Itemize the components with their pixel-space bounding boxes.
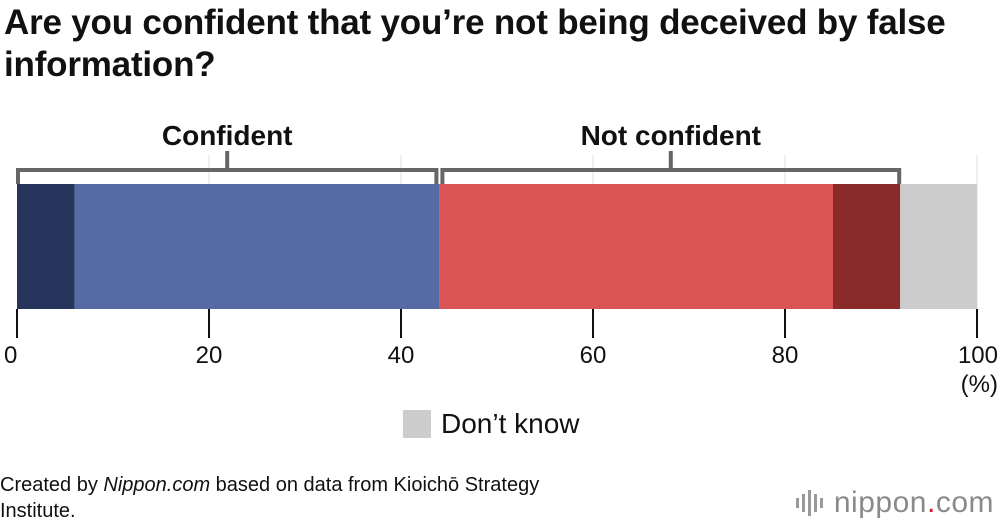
bar-segment-3 [833, 184, 901, 309]
x-tick-label: 0 [4, 342, 17, 369]
legend-swatch-dont-know [403, 410, 431, 438]
bar-segments [17, 184, 977, 309]
bracket-0 [16, 168, 439, 184]
bar-segment-4 [900, 184, 977, 309]
nippon-logo: nippon.com [795, 486, 994, 520]
x-tick-label: 60 [580, 342, 607, 369]
group-label-0: Confident [162, 120, 293, 151]
bar-segment-0 [17, 184, 75, 309]
bar-segment-2 [439, 184, 833, 309]
legend: Don’t know [403, 408, 580, 440]
chart-title: Are you confident that you’re not being … [4, 3, 946, 84]
bracket-1 [440, 168, 902, 184]
group-label-1: Not confident [581, 120, 761, 151]
x-tick-label: 80 [772, 342, 799, 369]
x-tick-label: 20 [196, 342, 223, 369]
bar-segment-1 [74, 184, 440, 309]
x-tick-label: 40 [388, 342, 415, 369]
source-suffix: based on data from Kioichō Strategy Inst… [0, 474, 540, 522]
legend-label-dont-know: Don’t know [441, 408, 580, 439]
source-name: Nippon.com [103, 474, 211, 496]
x-axis: 0 20 40 60 80 100(%) [4, 309, 998, 398]
logo-wordmark: nippon.com [833, 486, 994, 519]
group-brackets: Confident Not confident [16, 120, 902, 184]
logo-bars-icon [795, 490, 826, 516]
x-unit-label: (%) [961, 371, 998, 398]
x-tick-label: 100 [958, 342, 998, 369]
source-prefix: Created by [0, 474, 104, 496]
stacked-bar-chart: Confident Not confident 0 20 40 60 80 100(%) [4, 120, 998, 398]
source-note: Created by Nippon.com based on data from… [0, 472, 620, 524]
